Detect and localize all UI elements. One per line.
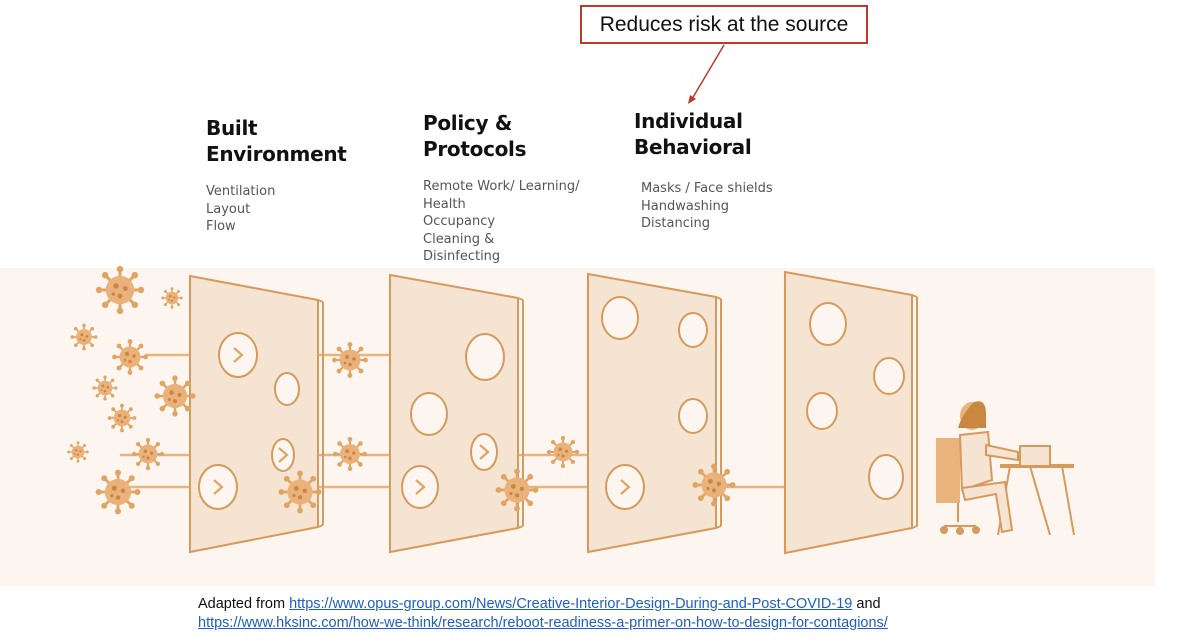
heading-line: Environment: [206, 142, 347, 166]
heading-policy-protocols: Policy & Protocols: [423, 110, 527, 162]
attribution-prefix: Adapted from: [198, 596, 290, 612]
list-item: Handwashing: [641, 198, 729, 214]
list-item: Layout: [206, 201, 251, 217]
heading-line: Protocols: [423, 137, 527, 161]
list-item: Occupancy: [423, 214, 496, 229]
list-item: Masks / Face shields: [641, 181, 773, 196]
list-item: Health: [423, 196, 466, 212]
heading-line: Individual: [634, 109, 743, 133]
callout-pointer: [688, 44, 725, 104]
heading-line: Policy &: [423, 111, 513, 135]
barrier-panel-fourth: [784, 270, 918, 555]
source-attribution: Adapted from https://www.opus-group.com/…: [198, 595, 888, 633]
list-policy-protocols: Remote Work/ Learning/ Health Occupancy …: [423, 178, 580, 266]
list-built-environment: Ventilation Layout Flow: [206, 183, 275, 236]
person-at-desk-icon: [936, 401, 1075, 536]
callout-box: Reduces risk at the source: [580, 5, 868, 44]
list-item: Remote Work/ Learning/: [423, 179, 580, 194]
source-link-hks[interactable]: https://www.hksinc.com/how-we-think/rese…: [198, 615, 888, 631]
barrier-panel-policy-protocols: [389, 273, 524, 554]
list-item: Disinfecting: [423, 249, 501, 264]
barrier-panel-built-environment: [189, 274, 324, 554]
heading-built-environment: Built Environment: [206, 115, 347, 167]
list-item: Distancing: [641, 216, 710, 231]
source-link-opus[interactable]: https://www.opus-group.com/News/Creative…: [289, 596, 853, 612]
heading-individual-behavioral: Individual Behavioral: [634, 108, 752, 160]
list-item: Flow: [206, 219, 236, 234]
list-item: Ventilation: [206, 184, 276, 199]
list-individual-behavioral: Masks / Face shields Handwashing Distanc…: [641, 180, 773, 233]
list-item: Cleaning &: [423, 231, 495, 247]
attribution-conjunction: and: [852, 596, 881, 612]
barrier-panel-individual-behavioral: [587, 272, 722, 554]
callout-text: Reduces risk at the source: [599, 12, 849, 36]
heading-line: Behavioral: [634, 135, 752, 159]
heading-line: Built: [206, 116, 258, 140]
